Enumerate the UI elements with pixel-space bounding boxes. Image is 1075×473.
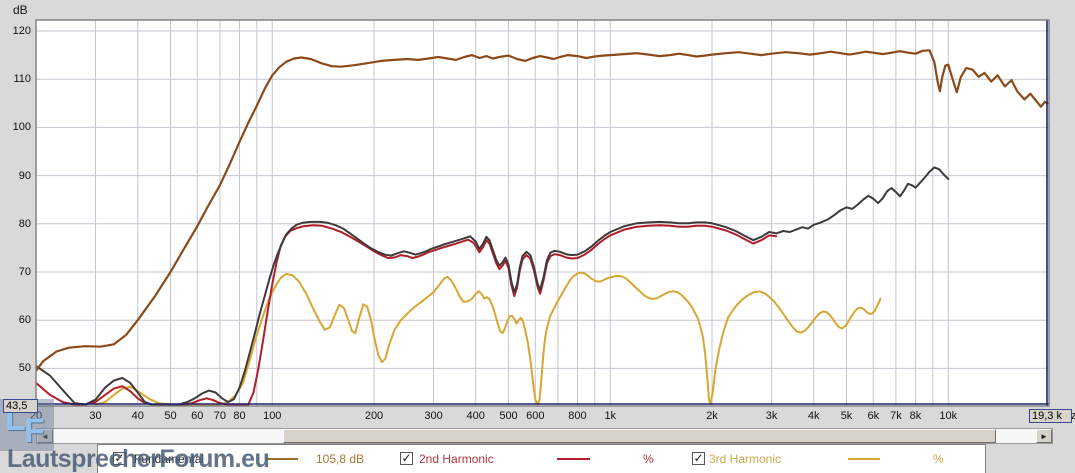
x-tick-100: 100 bbox=[263, 410, 282, 422]
legend-checkbox-2nd-harmonic[interactable]: ✓ bbox=[400, 451, 413, 465]
legend-line-sample-fundamental bbox=[266, 458, 298, 460]
legend-panel: ✓ Fundamental 105,8 dB ✓ 2nd Harmonic% ✓ 3rd H… bbox=[97, 444, 986, 473]
cursor-db-readout: 43,5 bbox=[3, 399, 38, 413]
legend-value-fundamental: 105,8 dB bbox=[316, 452, 365, 466]
x-tick-600: 600 bbox=[526, 410, 545, 422]
x-tick-7k: 7k bbox=[890, 410, 902, 422]
curve-3rd-harmonic bbox=[94, 271, 882, 406]
legend-line-sample-2nd-harmonic bbox=[557, 458, 590, 460]
curve-2nd-harmonic-db- bbox=[36, 166, 950, 406]
x-tick-200: 200 bbox=[364, 410, 384, 422]
y-tick-110: 110 bbox=[13, 73, 31, 86]
x-tick-4k: 4k bbox=[807, 410, 820, 422]
x-tick-50: 50 bbox=[164, 410, 177, 422]
frequency-response-plot bbox=[35, 19, 1050, 407]
x-tick-8k: 8k bbox=[909, 410, 922, 422]
x-tick-2k: 2k bbox=[706, 410, 718, 422]
x-tick-70: 70 bbox=[213, 410, 227, 422]
y-tick-70: 70 bbox=[18, 266, 31, 278]
legend-value-3rd-harmonic: % bbox=[933, 452, 944, 466]
x-tick-6k: 6k bbox=[867, 410, 880, 422]
x-tick-3k: 3k bbox=[765, 410, 778, 422]
x-tick-1k: 1k bbox=[604, 410, 617, 422]
curve-2nd-harmonic bbox=[36, 224, 778, 406]
x-tick-30: 30 bbox=[89, 410, 102, 422]
y-tick-100: 100 bbox=[12, 121, 31, 134]
x-tick-20: 20 bbox=[29, 410, 43, 422]
x-tick-40: 40 bbox=[131, 410, 144, 422]
x-tick-10k: 10k bbox=[939, 410, 958, 422]
y-tick-50: 50 bbox=[18, 362, 31, 375]
legend-checkbox-3rd-harmonic[interactable]: ✓ bbox=[692, 451, 705, 465]
x-tick-500: 500 bbox=[499, 410, 518, 422]
cursor-frequency-readout: 19,3 k bbox=[1029, 409, 1072, 423]
legend-value-2nd-harmonic: % bbox=[643, 452, 654, 466]
axis-unit-remnant: z bbox=[1071, 410, 1075, 422]
scrollbar-right-arrow-button[interactable]: ► bbox=[1036, 429, 1052, 443]
y-tick-90: 90 bbox=[18, 169, 31, 182]
x-tick-800: 800 bbox=[568, 410, 587, 422]
plot-border bbox=[35, 19, 1050, 407]
x-tick-400: 400 bbox=[466, 410, 485, 422]
frequency-scrollbar[interactable]: ◄ ► bbox=[36, 428, 1053, 444]
legend-label-3rd-harmonic: 3rd Harmonic bbox=[709, 452, 782, 466]
watermark-logo-letter-f: F bbox=[24, 412, 45, 450]
scrollbar-left-arrow-button[interactable]: ◄ bbox=[37, 429, 53, 443]
legend-label-2nd-harmonic: 2nd Harmonic bbox=[419, 452, 494, 466]
legend-label-fundamental: Fundamental bbox=[134, 452, 205, 466]
scrollbar-thumb[interactable] bbox=[283, 429, 996, 443]
y-tick-120: 120 bbox=[12, 25, 31, 37]
x-tick-60: 60 bbox=[191, 410, 204, 422]
y-tick-80: 80 bbox=[18, 217, 31, 230]
legend-checkbox-fundamental[interactable]: ✓ bbox=[113, 451, 126, 465]
legend-line-sample-3rd-harmonic bbox=[848, 458, 880, 460]
y-axis-title: dB bbox=[13, 3, 28, 17]
y-tick-60: 60 bbox=[18, 314, 31, 327]
x-tick-5k: 5k bbox=[840, 410, 853, 422]
plot-area[interactable] bbox=[36, 20, 1049, 406]
watermark-text: LautsprecherForum.eu bbox=[7, 445, 270, 473]
x-tick-300: 300 bbox=[424, 410, 443, 422]
curve-fundamental bbox=[36, 49, 1049, 372]
x-tick-80: 80 bbox=[233, 410, 246, 422]
